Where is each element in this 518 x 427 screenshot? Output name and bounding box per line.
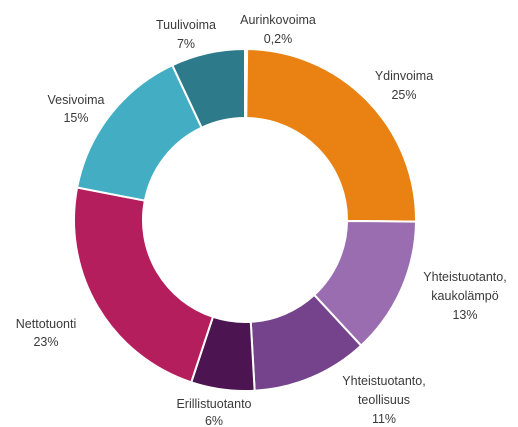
label-name-ydinvoima: Ydinvoima (375, 69, 433, 83)
label-value-tuulivoima: 7% (177, 37, 195, 51)
label-value-aurinkovoima: 0,2% (264, 32, 293, 46)
slice-nettotuonti (73, 186, 215, 384)
label-value-chp-district-heat: 13% (452, 308, 477, 322)
label-name-tuulivoima: Tuulivoima (156, 18, 216, 32)
label-name-aurinkovoima: Aurinkovoima (240, 13, 316, 27)
label-value-ydinvoima: 25% (391, 88, 416, 102)
label-name-chp-industry-line1: Yhteistuotanto, teollisuus (342, 374, 425, 407)
label-name-vesivoima: Vesivoima (48, 93, 105, 107)
label-value-vesivoima: 15% (63, 111, 88, 125)
label-value-chp-industry: 11% (372, 412, 396, 426)
label-value-nettotuonti: 23% (33, 335, 58, 349)
slice-ydinvoima (245, 48, 417, 223)
label-name-chp-district-heat-line1: Yhteistuotanto, kaukolämpö (423, 270, 506, 303)
label-name-erillistuotanto: Erillistuotanto (176, 397, 251, 411)
label-name-nettotuonti: Nettotuonti (16, 317, 76, 331)
donut-slices (73, 47, 418, 392)
slice-tuulivoima (170, 47, 246, 129)
label-value-erillistuotanto: 6% (205, 414, 223, 427)
slice-labels: Aurinkovoima 0,2% Ydinvoima 25% Yhteistu… (16, 13, 507, 427)
